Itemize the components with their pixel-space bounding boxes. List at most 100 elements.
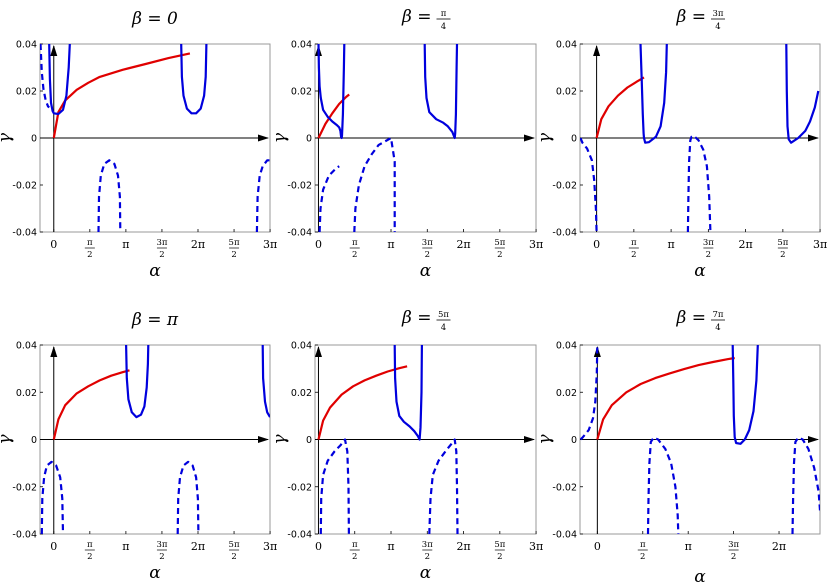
panel-title: β = 5π 4	[401, 308, 451, 333]
svg-text:2: 2	[352, 250, 357, 260]
y-tick-label: 0	[306, 435, 312, 446]
svg-text:5π: 5π	[229, 238, 240, 248]
svg-text:3π: 3π	[728, 540, 739, 550]
blue-solid-curve	[423, 44, 459, 140]
curves	[317, 345, 459, 534]
svg-text:π: π	[631, 238, 637, 248]
svg-text:2: 2	[497, 250, 502, 260]
x-tick-label: 0	[50, 540, 57, 553]
svg-text:3π: 3π	[263, 540, 277, 553]
svg-text:4: 4	[715, 22, 720, 32]
blue-dashed-curve	[428, 438, 459, 534]
svg-text:2: 2	[497, 552, 502, 562]
blue-solid-curve	[731, 345, 759, 445]
svg-text:2π: 2π	[191, 540, 205, 553]
x-tick-label: 0	[315, 238, 322, 251]
svg-text:5π: 5π	[229, 540, 240, 550]
y-tick-label: -0.04	[552, 530, 577, 541]
y-tick-label: 0	[306, 134, 312, 145]
x-axis-arrow	[258, 134, 269, 142]
svg-text:4: 4	[441, 323, 446, 333]
svg-text:π: π	[352, 238, 358, 248]
y-tick-label: 0.04	[16, 341, 37, 352]
curves	[40, 345, 270, 534]
y-tick-label: -0.02	[287, 482, 312, 493]
x-tick-label: 2π	[456, 540, 470, 553]
x-tick-label: 0	[593, 238, 600, 251]
y-tick-label: -0.04	[12, 530, 37, 541]
x-tick-label: π2	[84, 238, 95, 260]
svg-text:3π: 3π	[713, 9, 724, 19]
x-tick-label: π	[387, 238, 394, 251]
x-axis-label: α	[420, 563, 432, 583]
y-tick-label: 0.02	[291, 87, 312, 98]
blue-solid-curve	[785, 44, 820, 144]
svg-text:7π: 7π	[713, 310, 724, 320]
svg-text:0: 0	[315, 238, 322, 251]
y-tick-label: 0	[31, 134, 37, 145]
x-tick-label: 3π2	[422, 540, 433, 562]
svg-text:β =: β =	[676, 7, 706, 27]
panel-title: β = π 4	[401, 7, 451, 32]
y-tick-label: -0.02	[12, 181, 37, 192]
svg-text:2: 2	[159, 552, 164, 562]
blue-solid-curve	[393, 345, 423, 441]
y-tick-label: 0.04	[556, 40, 577, 51]
svg-text:β = 0: β = 0	[131, 9, 178, 29]
svg-text:2: 2	[159, 250, 164, 260]
svg-text:3π: 3π	[156, 540, 167, 550]
y-tick-label: 0.04	[291, 40, 312, 51]
curves	[317, 44, 459, 232]
x-axis-label: α	[149, 563, 161, 583]
blue-dashed-curve	[686, 134, 712, 232]
x-tick-label: 3π	[529, 540, 543, 553]
blue-solid-curve	[261, 345, 270, 418]
svg-text:0: 0	[50, 238, 57, 251]
x-tick-label: 3π	[263, 540, 277, 553]
svg-text:0: 0	[593, 238, 600, 251]
blue-solid-curve	[48, 44, 71, 116]
svg-text:2π: 2π	[191, 238, 205, 251]
blue-dashed-curve	[40, 460, 65, 534]
svg-text:2: 2	[87, 250, 92, 260]
svg-text:π: π	[87, 238, 93, 248]
svg-text:2: 2	[631, 250, 636, 260]
x-tick-label: π	[387, 540, 394, 553]
svg-text:2: 2	[731, 552, 736, 562]
svg-text:β = π: β = π	[131, 310, 179, 330]
x-tick-label: 3π2	[156, 238, 167, 260]
x-tick-label: 5π2	[494, 238, 505, 260]
x-tick-label: π2	[628, 238, 639, 260]
svg-text:3π: 3π	[813, 238, 827, 251]
curves	[580, 345, 820, 534]
y-tick-label: 0	[571, 435, 577, 446]
y-axis-arrow	[50, 346, 58, 357]
svg-text:2: 2	[780, 250, 785, 260]
x-tick-label: 3π2	[703, 238, 714, 260]
x-tick-label: 5π2	[494, 540, 505, 562]
x-axis-arrow	[524, 134, 535, 142]
x-axis-arrow	[808, 436, 819, 443]
y-tick-label: -0.02	[12, 482, 37, 493]
curves	[580, 44, 820, 232]
svg-text:π: π	[667, 238, 674, 251]
x-tick-label: π2	[349, 540, 360, 562]
blue-dashed-curve	[97, 159, 122, 232]
y-tick-label: -0.02	[552, 482, 577, 493]
x-tick-label: 0	[50, 238, 57, 251]
svg-text:β =: β =	[401, 7, 431, 27]
y-tick-label: -0.02	[287, 181, 312, 192]
svg-text:2π: 2π	[738, 238, 752, 251]
y-axis-arrow	[593, 45, 601, 56]
svg-text:4: 4	[715, 323, 720, 333]
svg-text:2: 2	[706, 250, 711, 260]
y-tick-label: 0	[31, 435, 37, 446]
blue-dashed-curve	[176, 460, 200, 534]
blue-dashed-curve	[319, 438, 350, 534]
x-tick-label: π	[685, 540, 692, 553]
svg-text:5π: 5π	[777, 238, 788, 248]
